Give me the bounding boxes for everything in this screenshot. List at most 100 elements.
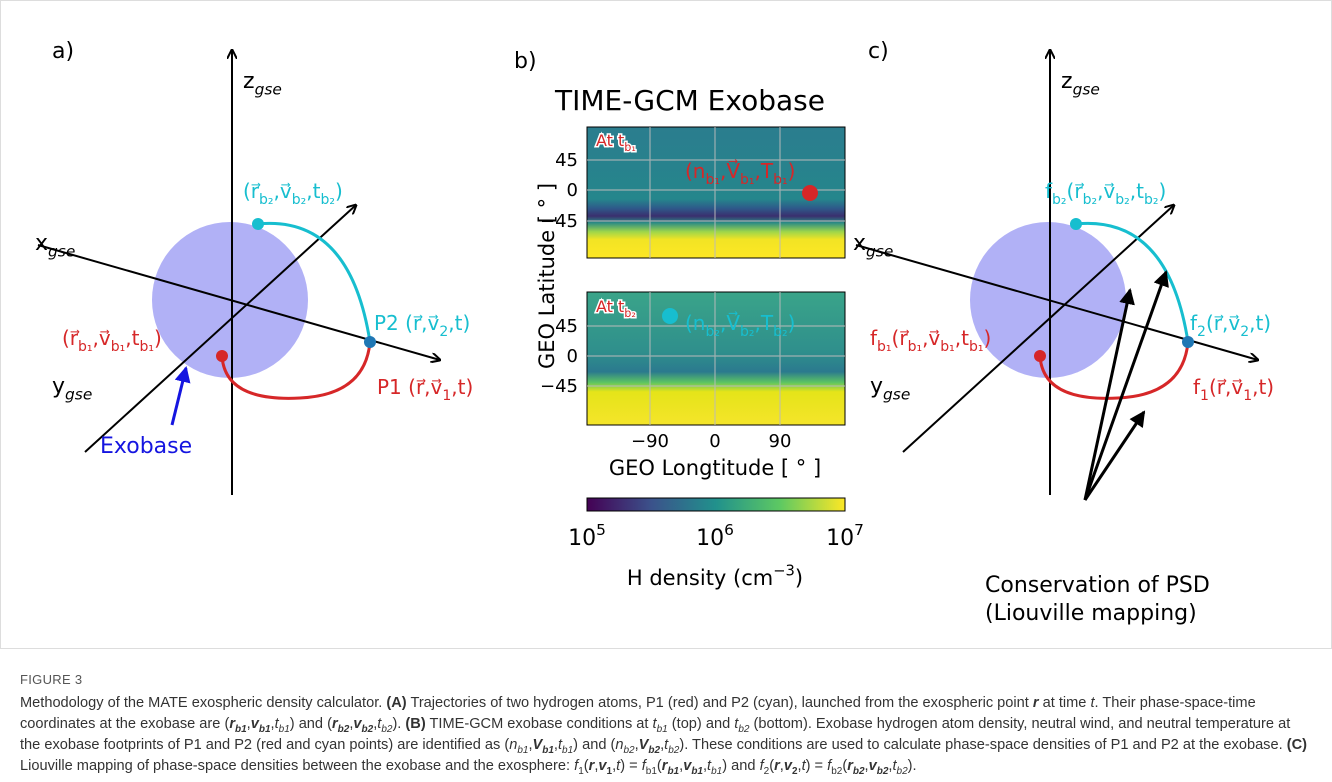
caption-part: v — [250, 716, 259, 732]
y-tick-label: −45 — [540, 211, 578, 232]
caption-part: ) and ( — [573, 737, 616, 753]
caption-part: (C) — [1286, 737, 1307, 753]
caption-part: r — [588, 758, 595, 774]
text-part: ,t — [306, 179, 320, 203]
caption-part: n — [615, 737, 624, 753]
text-part: ,V⃗ — [720, 158, 740, 183]
caption-part: f — [827, 758, 832, 774]
caption-part: V — [638, 737, 649, 753]
colorbar-tick-label: 107 — [826, 521, 864, 551]
caption-part: f — [574, 758, 579, 774]
text-part: 2 — [439, 324, 448, 340]
text-part: 10 — [568, 526, 596, 551]
caption-part: b1 — [667, 765, 680, 777]
caption-part: , — [779, 758, 784, 774]
map-annotation: At tb₁ — [596, 131, 636, 154]
text-part: b₁ — [624, 141, 636, 154]
map-annotation: (nb₁,V⃗b₁,Tb₁) — [685, 158, 795, 188]
y-tick-label: −45 — [540, 376, 578, 397]
text-part: gse — [883, 386, 910, 404]
x-tick-label: 90 — [769, 431, 792, 452]
text-part: b₁ — [139, 339, 154, 355]
caption-part: (B) — [405, 716, 426, 732]
psd-label: f2(r⃗,v⃗2,t) — [1190, 311, 1271, 340]
text-part: ) — [1158, 179, 1166, 203]
text-part: ,T — [755, 311, 774, 335]
caption-part: t — [274, 716, 279, 732]
caption-part: ). These conditions are used to calculat… — [679, 737, 1287, 753]
caption-part: Methodology of the MATE exospheric densi… — [20, 695, 387, 711]
text-part: 5 — [596, 521, 606, 539]
caption-part: 1 — [606, 765, 613, 777]
note-label: Conservation of PSD — [985, 573, 1210, 598]
text-part: b₂ — [624, 307, 636, 320]
caption-part: v — [598, 758, 607, 774]
text-part: x — [853, 231, 866, 256]
text-part: ,t — [1130, 179, 1144, 203]
text-part: b₁ — [740, 172, 755, 188]
text-part: 2 — [1240, 324, 1249, 340]
caption-part: b1 — [645, 765, 657, 777]
caption-part: ( — [842, 758, 848, 774]
caption-part: v — [683, 758, 692, 774]
trajectory-label: P2 (r⃗,v⃗2,t) — [374, 311, 470, 340]
caption-part: . Their phase-space-time coordinates at … — [20, 695, 1256, 732]
caption-part: b1 — [656, 723, 668, 735]
psd-label: fb₂(r⃗b₂,v⃗b₂,tb₂) — [1045, 179, 1166, 208]
caption-part: ) and — [722, 758, 760, 774]
colorbar-tick-label: 105 — [568, 521, 606, 551]
caption-part: , — [373, 716, 378, 732]
text-part: 2 — [1197, 324, 1206, 340]
text-part: z — [1061, 69, 1073, 94]
text-part: b₁ — [773, 172, 788, 188]
caption-part: b2 — [852, 765, 865, 777]
caption-part: b2 — [896, 765, 908, 777]
panel-c-diagram — [855, 50, 1258, 501]
text-part: b₂ — [1083, 192, 1098, 208]
text-part: (r⃗ — [1067, 179, 1085, 203]
text-part: 10 — [696, 526, 724, 551]
text-part: (n — [685, 159, 705, 183]
text-part: ,t — [955, 326, 969, 350]
text-part: ,v⃗ — [93, 326, 111, 350]
note-label: (Liouville mapping) — [985, 601, 1197, 626]
caption-part: , — [528, 737, 533, 753]
caption-part: b2 — [381, 723, 393, 735]
caption-part: v — [783, 758, 792, 774]
caption-part: v — [868, 758, 877, 774]
text-part: b₁ — [111, 339, 126, 355]
caption-part: b1 — [517, 744, 529, 756]
text-part: f — [870, 326, 878, 350]
text-part: ) — [795, 566, 803, 590]
text-part: gse — [255, 81, 282, 99]
text-part: Exobase — [100, 434, 192, 459]
caption-part: 2 — [791, 765, 798, 777]
text-part: Conservation of PSD — [985, 573, 1210, 598]
panel-b-maps — [586, 126, 846, 512]
caption-part: t — [734, 716, 739, 732]
panel-label: a) — [52, 39, 74, 64]
text-part: b₂ — [292, 192, 307, 208]
text-part: ,v⃗ — [1097, 179, 1115, 203]
caption-part: , — [679, 758, 684, 774]
caption-part: b1 — [711, 765, 723, 777]
text-part: z — [243, 69, 255, 94]
text-part: b₁ — [969, 339, 984, 355]
text-part: 7 — [854, 521, 864, 539]
caption-part: Trajectories of two hydrogen atoms, P1 (… — [406, 695, 1033, 711]
caption-part: b2 — [668, 744, 680, 756]
caption-part: , — [349, 716, 354, 732]
caption-part: r — [661, 758, 668, 774]
text-part: b₁ — [940, 339, 955, 355]
axis-label: xgse — [35, 231, 75, 261]
caption-part: , — [270, 716, 275, 732]
caption-part: t — [664, 737, 669, 753]
text-part: P1 (r⃗,v⃗ — [377, 375, 443, 399]
text-part: 6 — [724, 521, 734, 539]
axis-label: ygse — [52, 374, 92, 404]
text-part: (r⃗ — [243, 179, 261, 203]
caption-part: t — [652, 716, 657, 732]
map-annotation: (nb₂,V⃗b₂,Tb₂) — [685, 310, 795, 340]
caption-part: ) = — [620, 758, 642, 774]
